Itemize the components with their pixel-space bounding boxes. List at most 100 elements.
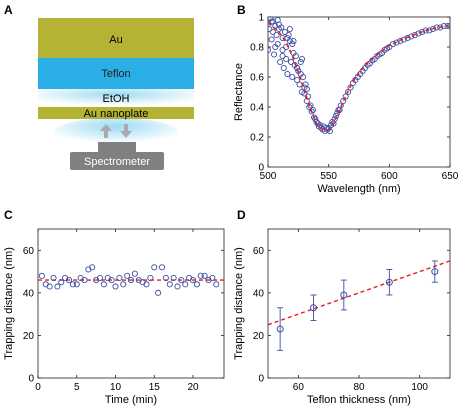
data-point (38, 272, 45, 279)
x-tick-label-c: 5 (74, 382, 80, 393)
data-point (277, 58, 284, 66)
data-point (272, 43, 279, 51)
data-point (108, 277, 115, 284)
light-glow (54, 118, 178, 146)
spectrometer-label: Spectrometer (84, 156, 150, 168)
y-tick-label-b: 0.6 (250, 73, 264, 84)
data-point (155, 289, 162, 296)
nanoplate-layer (38, 107, 194, 119)
data-point (268, 18, 275, 25)
data-point (193, 281, 200, 288)
plot-frame-c (37, 228, 225, 379)
data-point (170, 274, 177, 282)
y-tick-label-b: 0.8 (250, 43, 264, 54)
data-point (297, 58, 304, 66)
y-tick-label-d: 60 (253, 246, 265, 257)
data-point (280, 64, 287, 72)
y-axis-label-b: Reflectance (233, 63, 245, 121)
panel-letter-c: C (4, 208, 13, 222)
y-tick-label-c: 40 (23, 288, 35, 299)
y-tick-label-b: 1 (258, 13, 264, 24)
data-point (308, 108, 315, 115)
data-point (284, 70, 291, 78)
data-point (46, 283, 53, 290)
y-tick-label-b: 0 (258, 163, 264, 174)
y-tick-label-d: 0 (258, 374, 264, 385)
plot-area-c (38, 264, 224, 296)
data-point (288, 58, 295, 66)
spectrometer-head (98, 142, 136, 152)
data-point (389, 40, 397, 48)
spectrometer-body (70, 152, 164, 170)
x-tick-label-d: 100 (411, 382, 428, 393)
data-point (286, 25, 293, 33)
y-axis-label-c: Trapping distance (nm) (3, 247, 15, 360)
x-tick-label-d: 80 (353, 382, 365, 393)
data-point (268, 25, 273, 33)
data-point (429, 25, 437, 33)
data-point (331, 115, 338, 123)
etoh-layer (38, 89, 194, 107)
data-point (73, 281, 80, 288)
data-point (312, 115, 319, 123)
data-point (296, 81, 303, 88)
x-tick-label-c: 20 (187, 382, 199, 393)
plot-frame-d (267, 228, 451, 379)
fit-line (268, 260, 450, 326)
data-point (404, 34, 411, 42)
data-point (81, 277, 88, 284)
data-point (147, 274, 154, 282)
data-point (307, 102, 314, 109)
data-point (276, 325, 284, 333)
panel-a-schematic: Au Teflon EtOH Au nanoplate Spectrometer (38, 18, 194, 170)
data-point (116, 274, 123, 282)
data-point (290, 37, 297, 45)
data-point (127, 277, 135, 284)
data-point (431, 268, 439, 276)
data-point (65, 277, 73, 284)
y-tick-label-c: 0 (28, 374, 34, 385)
data-point (297, 70, 304, 78)
data-point (284, 34, 291, 42)
teflon-layer-label: Teflon (101, 68, 130, 80)
data-point (143, 281, 150, 288)
data-point (386, 43, 393, 51)
nanoplate-layer-label: Au nanoplate (84, 108, 149, 120)
y-tick-label-d: 20 (253, 331, 265, 342)
data-point (120, 281, 127, 288)
plot-frame-b (267, 16, 451, 168)
y-tick-label-c: 60 (23, 246, 35, 257)
data-point (89, 264, 96, 271)
data-point (289, 73, 296, 81)
data-point (279, 52, 286, 60)
data-point (100, 281, 107, 288)
data-point (131, 270, 138, 277)
data-point (271, 51, 278, 58)
x-tick-label-b: 500 (260, 171, 277, 182)
data-point (311, 114, 318, 121)
teflon-layer (38, 58, 194, 89)
chart-c-time: 0 5 10 15 20 0 20 40 60 Time (min) Trapping distan… (3, 228, 225, 406)
data-point (340, 291, 348, 299)
data-point (294, 76, 301, 84)
data-point (268, 46, 272, 54)
data-point (96, 274, 104, 282)
data-point (166, 281, 173, 288)
x-axis-label-b: Wavelength (nm) (317, 183, 400, 195)
data-point (54, 283, 61, 290)
data-point (283, 55, 290, 63)
data-point (50, 274, 57, 282)
y-tick-label-b: 0.2 (250, 133, 264, 144)
data-point (182, 281, 189, 288)
data-point (385, 278, 393, 286)
panel-letter-d: D (237, 208, 246, 222)
data-point (268, 36, 275, 43)
data-point (151, 264, 158, 271)
data-point (336, 106, 343, 114)
y-axis-label-d: Trapping distance (nm) (233, 247, 245, 360)
panel-letter-a: A (4, 3, 13, 17)
double-arrow-icon (100, 124, 132, 138)
data-point (342, 93, 349, 100)
